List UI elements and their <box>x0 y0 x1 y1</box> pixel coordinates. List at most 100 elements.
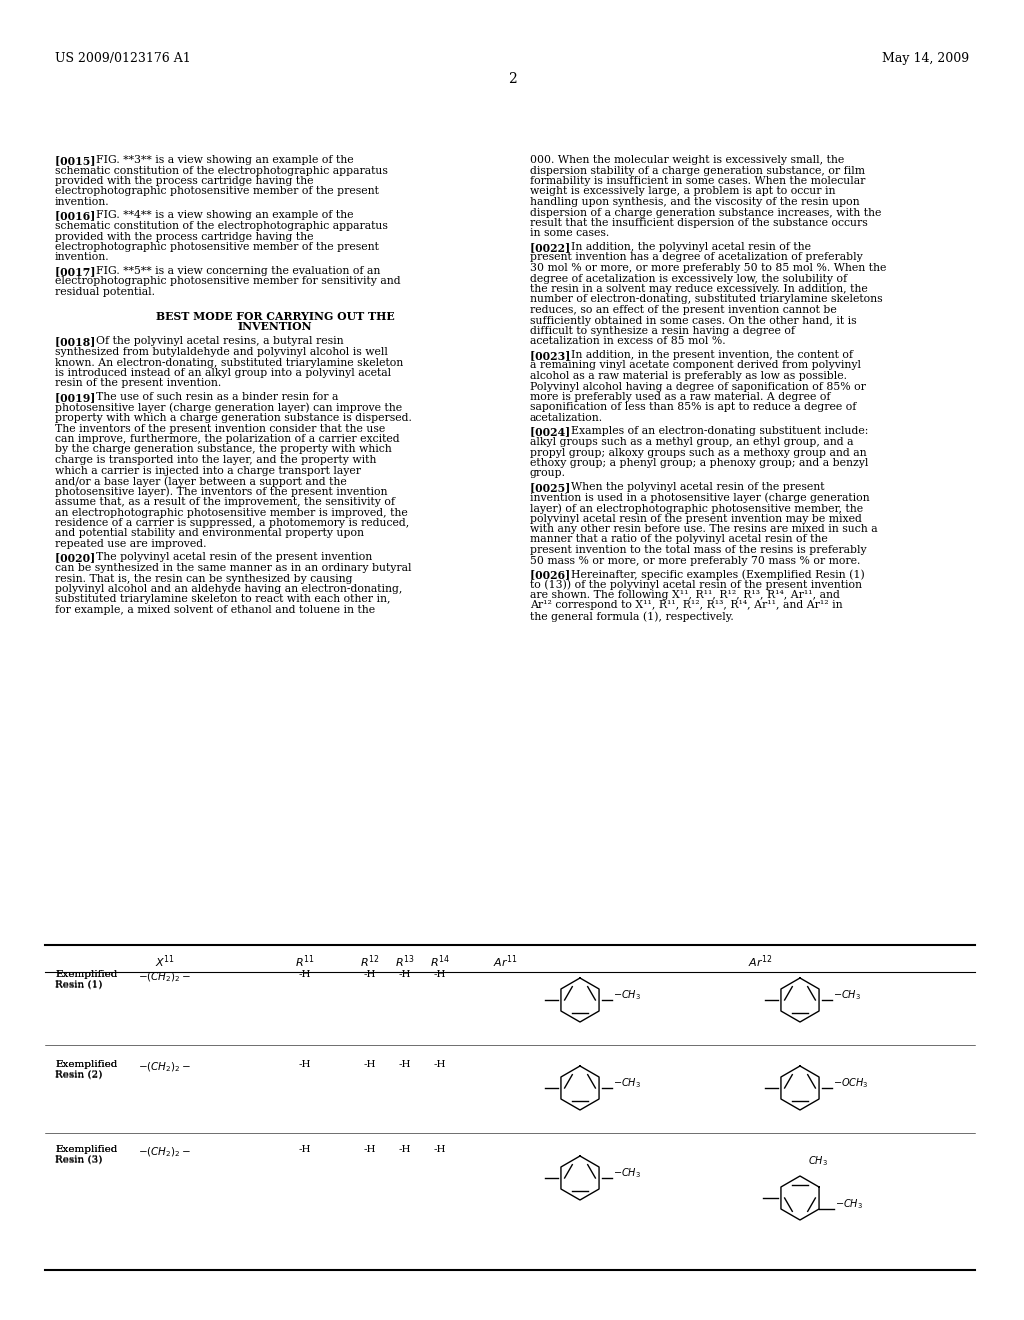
Text: property with which a charge generation substance is dispersed.: property with which a charge generation … <box>55 413 412 422</box>
Text: $Ar^{12}$: $Ar^{12}$ <box>748 953 772 970</box>
Text: Resin (2): Resin (2) <box>55 1071 102 1078</box>
Text: $-CH_3$: $-CH_3$ <box>613 989 641 1002</box>
Text: [0024]: [0024] <box>530 426 586 437</box>
Text: The polyvinyl acetal resin of the present invention: The polyvinyl acetal resin of the presen… <box>95 553 372 562</box>
Text: $R^{14}$: $R^{14}$ <box>430 953 450 970</box>
Text: [0017]: [0017] <box>55 267 111 277</box>
Text: Resin (3): Resin (3) <box>55 1156 102 1166</box>
Text: $-CH_3$: $-CH_3$ <box>613 1076 641 1090</box>
Text: FIG. **4** is a view showing an example of the: FIG. **4** is a view showing an example … <box>95 210 353 220</box>
Text: group.: group. <box>530 469 566 479</box>
Text: $-OCH_3$: $-OCH_3$ <box>833 1076 868 1090</box>
Text: photosensitive layer (charge generation layer) can improve the: photosensitive layer (charge generation … <box>55 403 402 413</box>
Text: When the polyvinyl acetal resin of the present: When the polyvinyl acetal resin of the p… <box>570 482 824 492</box>
Text: -H: -H <box>299 1144 311 1154</box>
Text: synthesized from butylaldehyde and polyvinyl alcohol is well: synthesized from butylaldehyde and polyv… <box>55 347 388 356</box>
Text: acetalization.: acetalization. <box>530 413 603 422</box>
Text: repeated use are improved.: repeated use are improved. <box>55 539 207 549</box>
Text: Exemplified: Exemplified <box>55 1144 118 1154</box>
Text: can be synthesized in the same manner as in an ordinary butyral: can be synthesized in the same manner as… <box>55 564 412 573</box>
Text: Examples of an electron-donating substituent include:: Examples of an electron-donating substit… <box>570 426 868 437</box>
Text: layer) of an electrophotographic photosensitive member, the: layer) of an electrophotographic photose… <box>530 503 863 513</box>
Text: to (13)) of the polyvinyl acetal resin of the present invention: to (13)) of the polyvinyl acetal resin o… <box>530 579 862 590</box>
Text: -H: -H <box>434 1144 446 1154</box>
Text: resin. That is, the resin can be synthesized by causing: resin. That is, the resin can be synthes… <box>55 573 352 583</box>
Text: [0018]: [0018] <box>55 337 111 347</box>
Text: Polyvinyl alcohol having a degree of saponification of 85% or: Polyvinyl alcohol having a degree of sap… <box>530 381 866 392</box>
Text: invention.: invention. <box>55 252 110 263</box>
Text: ethoxy group; a phenyl group; a phenoxy group; and a benzyl: ethoxy group; a phenyl group; a phenoxy … <box>530 458 868 469</box>
Text: -H: -H <box>364 1060 376 1069</box>
Text: more is preferably used as a raw material. A degree of: more is preferably used as a raw materia… <box>530 392 830 403</box>
Text: acetalization in excess of 85 mol %.: acetalization in excess of 85 mol %. <box>530 337 726 346</box>
Text: the resin in a solvent may reduce excessively. In addition, the: the resin in a solvent may reduce excess… <box>530 284 867 294</box>
Text: Resin (1): Resin (1) <box>55 981 102 990</box>
Text: -H: -H <box>434 970 446 979</box>
Text: present invention to the total mass of the resins is preferably: present invention to the total mass of t… <box>530 545 866 554</box>
Text: -H: -H <box>398 1144 412 1154</box>
Text: Resin (2): Resin (2) <box>55 1071 102 1080</box>
Text: polyvinyl alcohol and an aldehyde having an electron-donating,: polyvinyl alcohol and an aldehyde having… <box>55 583 402 594</box>
Text: [0016]: [0016] <box>55 210 111 222</box>
Text: Exemplified: Exemplified <box>55 970 118 979</box>
Text: number of electron-donating, substituted triarylamine skeletons: number of electron-donating, substituted… <box>530 294 883 305</box>
Text: and potential stability and environmental property upon: and potential stability and environmenta… <box>55 528 364 539</box>
Text: $R^{12}$: $R^{12}$ <box>360 953 380 970</box>
Text: can improve, furthermore, the polarization of a carrier excited: can improve, furthermore, the polarizati… <box>55 434 399 444</box>
Text: Hereinafter, specific examples (Exemplified Resin (1): Hereinafter, specific examples (Exemplif… <box>570 569 864 579</box>
Text: [0022]: [0022] <box>530 242 586 253</box>
Text: Exemplified: Exemplified <box>55 1060 118 1069</box>
Text: photosensitive layer). The inventors of the present invention: photosensitive layer). The inventors of … <box>55 487 387 498</box>
Text: $Ar^{11}$: $Ar^{11}$ <box>493 953 517 970</box>
Text: 30 mol % or more, or more preferably 50 to 85 mol %. When the: 30 mol % or more, or more preferably 50 … <box>530 263 887 273</box>
Text: schematic constitution of the electrophotographic apparatus: schematic constitution of the electropho… <box>55 220 388 231</box>
Text: 50 mass % or more, or more preferably 70 mass % or more.: 50 mass % or more, or more preferably 70… <box>530 556 860 565</box>
Text: BEST MODE FOR CARRYING OUT THE: BEST MODE FOR CARRYING OUT THE <box>156 310 394 322</box>
Text: The inventors of the present invention consider that the use: The inventors of the present invention c… <box>55 424 385 433</box>
Text: manner that a ratio of the polyvinyl acetal resin of the: manner that a ratio of the polyvinyl ace… <box>530 535 827 544</box>
Text: $-CH_3$: $-CH_3$ <box>613 1166 641 1180</box>
Text: difficult to synthesize a resin having a degree of: difficult to synthesize a resin having a… <box>530 326 795 337</box>
Text: -H: -H <box>299 1060 311 1069</box>
Text: $X^{11}$: $X^{11}$ <box>155 953 175 970</box>
Text: present invention has a degree of acetalization of preferably: present invention has a degree of acetal… <box>530 252 863 263</box>
Text: The use of such resin as a binder resin for a: The use of such resin as a binder resin … <box>95 392 338 403</box>
Text: alkyl groups such as a methyl group, an ethyl group, and a: alkyl groups such as a methyl group, an … <box>530 437 853 447</box>
Text: the general formula (1), respectively.: the general formula (1), respectively. <box>530 611 734 622</box>
Text: electrophotographic photosensitive member of the present: electrophotographic photosensitive membe… <box>55 186 379 197</box>
Text: electrophotographic photosensitive member of the present: electrophotographic photosensitive membe… <box>55 242 379 252</box>
Text: -H: -H <box>299 970 311 979</box>
Text: substituted triarylamine skeleton to react with each other in,: substituted triarylamine skeleton to rea… <box>55 594 390 605</box>
Text: $-(CH_2)_2-$: $-(CH_2)_2-$ <box>138 1144 191 1159</box>
Text: polyvinyl acetal resin of the present invention may be mixed: polyvinyl acetal resin of the present in… <box>530 513 862 524</box>
Text: is introduced instead of an alkyl group into a polyvinyl acetal: is introduced instead of an alkyl group … <box>55 368 391 378</box>
Text: alcohol as a raw material is preferably as low as possible.: alcohol as a raw material is preferably … <box>530 371 847 381</box>
Text: weight is excessively large, a problem is apt to occur in: weight is excessively large, a problem i… <box>530 186 836 197</box>
Text: -H: -H <box>398 1060 412 1069</box>
Text: $-CH_3$: $-CH_3$ <box>833 989 861 1002</box>
Text: charge is transported into the layer, and the property with: charge is transported into the layer, an… <box>55 455 377 465</box>
Text: [0015]: [0015] <box>55 154 111 166</box>
Text: Ar¹² correspond to X¹¹, R¹¹, R¹², R¹³, R¹⁴, Ar¹¹, and Ar¹² in: Ar¹² correspond to X¹¹, R¹¹, R¹², R¹³, R… <box>530 601 843 610</box>
Text: provided with the process cartridge having the: provided with the process cartridge havi… <box>55 231 313 242</box>
Text: [0019]: [0019] <box>55 392 111 403</box>
Text: [0026]: [0026] <box>530 569 586 579</box>
Text: an electrophotographic photosensitive member is improved, the: an electrophotographic photosensitive me… <box>55 507 408 517</box>
Text: for example, a mixed solvent of ethanol and toluene in the: for example, a mixed solvent of ethanol … <box>55 605 375 615</box>
Text: US 2009/0123176 A1: US 2009/0123176 A1 <box>55 51 190 65</box>
Text: [0020]: [0020] <box>55 553 111 564</box>
Text: reduces, so an effect of the present invention cannot be: reduces, so an effect of the present inv… <box>530 305 837 315</box>
Text: Resin (3): Resin (3) <box>55 1155 102 1164</box>
Text: -H: -H <box>364 970 376 979</box>
Text: which a carrier is injected into a charge transport layer: which a carrier is injected into a charg… <box>55 466 361 475</box>
Text: [0023]: [0023] <box>530 350 586 360</box>
Text: formability is insufficient in some cases. When the molecular: formability is insufficient in some case… <box>530 176 865 186</box>
Text: invention is used in a photosensitive layer (charge generation: invention is used in a photosensitive la… <box>530 492 869 503</box>
Text: dispersion stability of a charge generation substance, or film: dispersion stability of a charge generat… <box>530 165 865 176</box>
Text: Resin (1): Resin (1) <box>55 979 102 989</box>
Text: FIG. **5** is a view concerning the evaluation of an: FIG. **5** is a view concerning the eval… <box>95 267 380 276</box>
Text: handling upon synthesis, and the viscosity of the resin upon: handling upon synthesis, and the viscosi… <box>530 197 859 207</box>
Text: -H: -H <box>364 1144 376 1154</box>
Text: -H: -H <box>398 970 412 979</box>
Text: result that the insufficient dispersion of the substance occurs: result that the insufficient dispersion … <box>530 218 867 228</box>
